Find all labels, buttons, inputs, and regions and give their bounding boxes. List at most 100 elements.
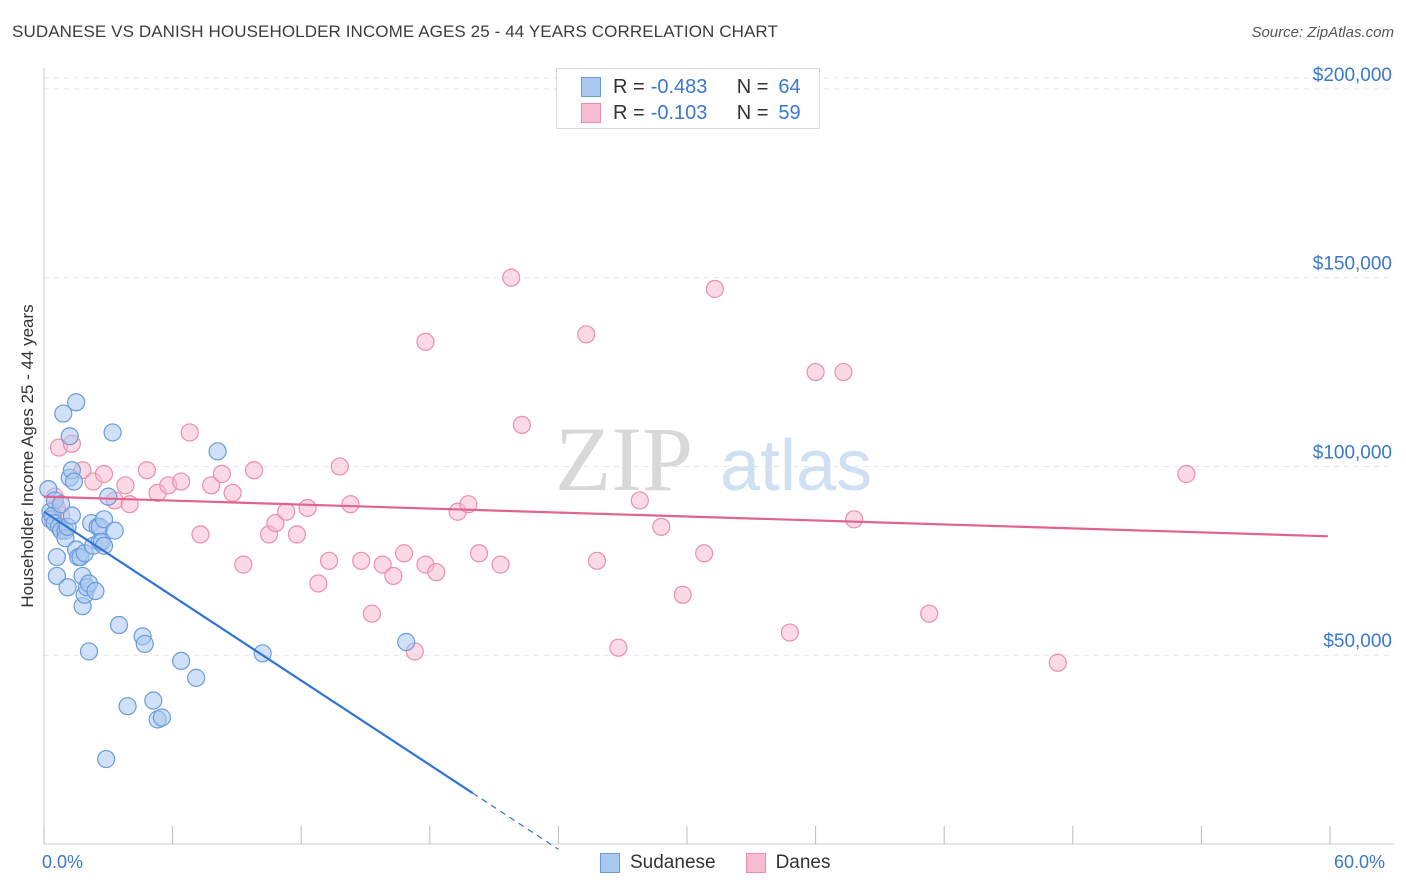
danes-point [834,362,853,382]
danes-point [806,362,825,382]
danes-point [191,525,210,544]
legend-item-sudanese[interactable]: Sudanese [600,852,716,874]
danes-point [234,555,253,574]
danes-legend-swatch [745,853,766,873]
danes-point [202,476,221,495]
legend-n-value: 59 [778,101,801,124]
sudanese-point [54,404,73,423]
danes-point [1048,653,1067,672]
sudanese-point [47,547,66,567]
danes-point [137,461,156,480]
danes-point [116,476,135,495]
sudanese-point [152,708,171,727]
danes-point [780,623,799,642]
legend-item-danes[interactable]: Danes [745,852,831,874]
sudanese-swatch [581,77,601,97]
y-tick-label: $50,000 [1323,631,1392,652]
danes-point [577,325,596,344]
danes-point [180,423,199,442]
sudanese-point [86,581,105,601]
sudanese-point [47,566,66,586]
danes-point [652,517,671,536]
danes-point [330,457,349,476]
danes-point [266,513,285,533]
danes-point [705,279,724,299]
danes-point [373,555,392,574]
sudanese-point [135,634,154,653]
sudanese-point [103,423,122,442]
sudanese-point [397,632,416,652]
sudanese-point [97,749,116,769]
sudanese-trend-extension [472,792,559,850]
danes-point [394,544,414,563]
danes-point [172,472,191,491]
x-tick-label-min: 0.0% [42,852,84,872]
watermark-zip: ZIP [555,408,693,510]
series-legend: Sudanese Danes [600,852,861,874]
danes-point [587,551,607,570]
danes-swatch [581,103,601,123]
danes-point [223,483,242,502]
sudanese-point [187,668,206,687]
danes-point [695,544,714,563]
sudanese-point [62,506,81,525]
x-tick-label-max: 60.0% [1334,852,1386,872]
legend-row-danes: R = -0.103 N = 59 [581,100,801,126]
chart-title: SUDANESE VS DANISH HOUSEHOLDER INCOME AG… [12,22,778,41]
sudanese-trend-line [43,510,474,794]
danes-point [502,268,521,287]
sudanese-point [144,691,163,710]
sudanese-point [64,472,84,491]
legend-row-sudanese: R = -0.483 N = 64 [581,74,801,100]
danes-point [469,544,489,563]
trend-lines [43,495,1328,850]
danes-point [609,638,628,657]
danes-trend-line [43,495,1328,538]
correlation-legend: R = -0.483 N = 64 R = -0.103 N = 59 [556,68,820,129]
sudanese-point [52,495,71,514]
sudanese-point [60,427,79,446]
legend-r-value: -0.483 [650,75,708,98]
danes-point [309,574,328,593]
danes-point [212,464,231,484]
danes-point [341,495,360,514]
danes-point [277,502,296,521]
sudanese-point [67,393,86,412]
danes-point [416,332,435,351]
source-label: Source: ZipAtlas.com [1251,24,1394,41]
danes-point [319,551,339,570]
sudanese-point [208,442,227,461]
danes-point [244,461,264,480]
watermark-atlas: atlas [720,426,872,506]
danes-point [630,491,649,510]
y-tick-label: $150,000 [1313,254,1392,275]
legend-r-label: R = [613,75,645,98]
sudanese-point [79,642,99,661]
sudanese-point [94,510,114,529]
legend-r-label: R = [613,101,645,124]
danes-point [920,604,939,623]
danes-point [845,510,864,529]
danes-point [287,525,307,544]
sudanese-points [39,393,416,769]
legend-r-value: -0.103 [650,101,708,124]
y-tick-label: $200,000 [1313,65,1392,86]
danes-point [298,498,317,518]
danes-point [512,415,532,435]
sudanese-point [58,578,77,597]
danes-point [352,551,371,570]
danes-point [459,495,478,514]
legend-n-label: N = [736,75,769,98]
danes-point [94,464,114,484]
danes-point [491,555,510,574]
danes-point [427,563,446,582]
danes-point [673,585,692,604]
legend-label-sudanese: Sudanese [630,852,716,873]
sudanese-point [118,697,137,716]
danes-point [1177,464,1196,484]
legend-n-value: 64 [778,75,801,98]
legend-n-label: N = [736,101,769,124]
sudanese-point [105,521,124,540]
sudanese-point [99,487,118,506]
